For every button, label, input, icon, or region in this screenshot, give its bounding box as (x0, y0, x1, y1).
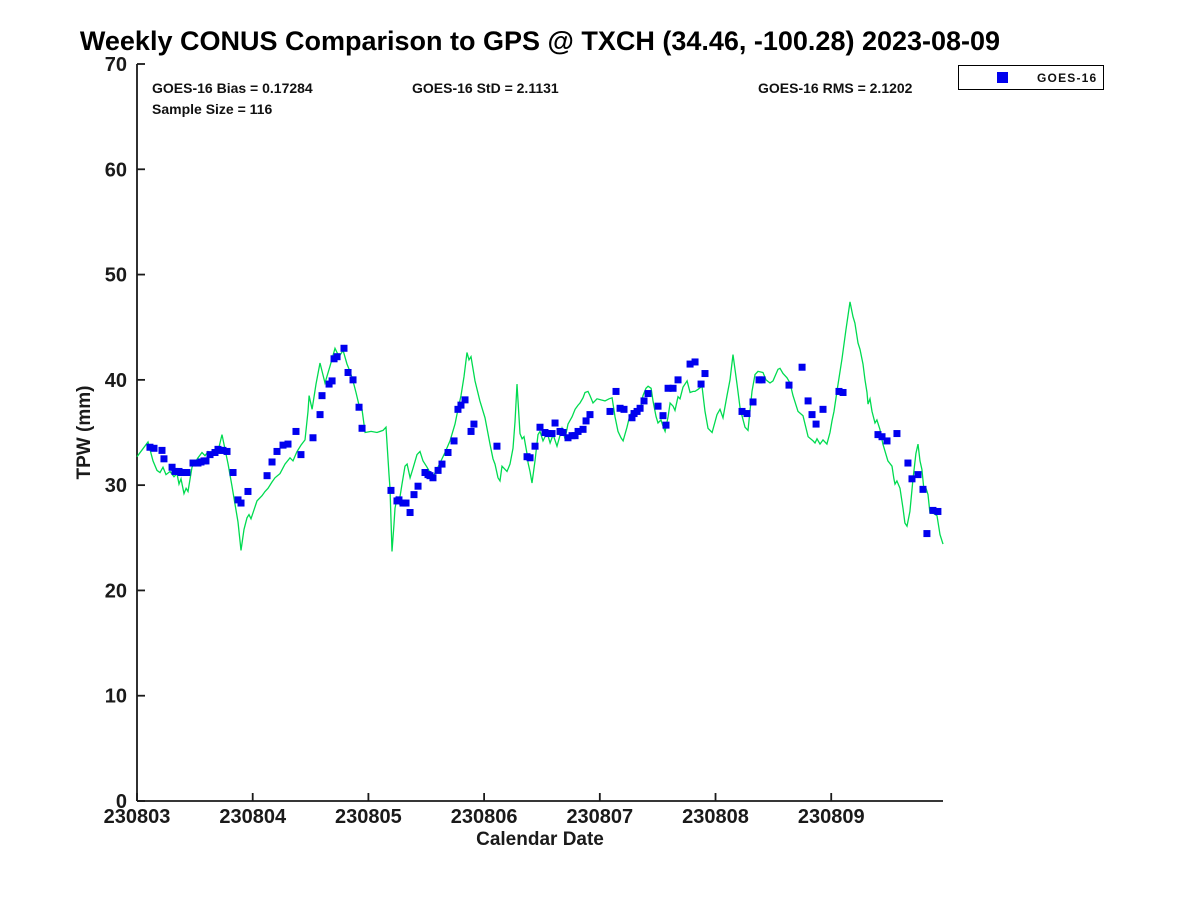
legend-box: GOES-16 (958, 65, 1104, 90)
svg-text:70: 70 (105, 54, 127, 76)
svg-text:230809: 230809 (798, 806, 865, 828)
svg-text:50: 50 (105, 265, 127, 287)
chart-title: Weekly CONUS Comparison to GPS @ TXCH (3… (79, 26, 1001, 56)
stat-std: GOES-16 StD = 2.1131 (412, 80, 559, 96)
svg-text:20: 20 (105, 580, 127, 602)
svg-text:230803: 230803 (104, 806, 171, 828)
svg-text:230804: 230804 (219, 806, 287, 828)
svg-text:TPW (mm): TPW (mm) (74, 386, 95, 480)
legend-label: GOES-16 (1037, 71, 1098, 85)
svg-text:230805: 230805 (335, 806, 402, 828)
svg-text:Calendar Date: Calendar Date (476, 829, 604, 850)
stat-bias: GOES-16 Bias = 0.17284 (152, 80, 313, 96)
svg-text:0: 0 (116, 791, 127, 813)
svg-text:230806: 230806 (451, 806, 518, 828)
svg-text:230807: 230807 (566, 806, 633, 828)
stat-rms: GOES-16 RMS = 2.1202 (758, 80, 913, 96)
svg-text:10: 10 (105, 686, 127, 708)
goes16-square-marker-icon (997, 72, 1008, 83)
svg-text:40: 40 (105, 370, 127, 392)
svg-text:230808: 230808 (682, 806, 749, 828)
stat-sample-size: Sample Size = 116 (152, 101, 273, 117)
svg-text:60: 60 (105, 159, 127, 181)
svg-text:30: 30 (105, 475, 127, 497)
